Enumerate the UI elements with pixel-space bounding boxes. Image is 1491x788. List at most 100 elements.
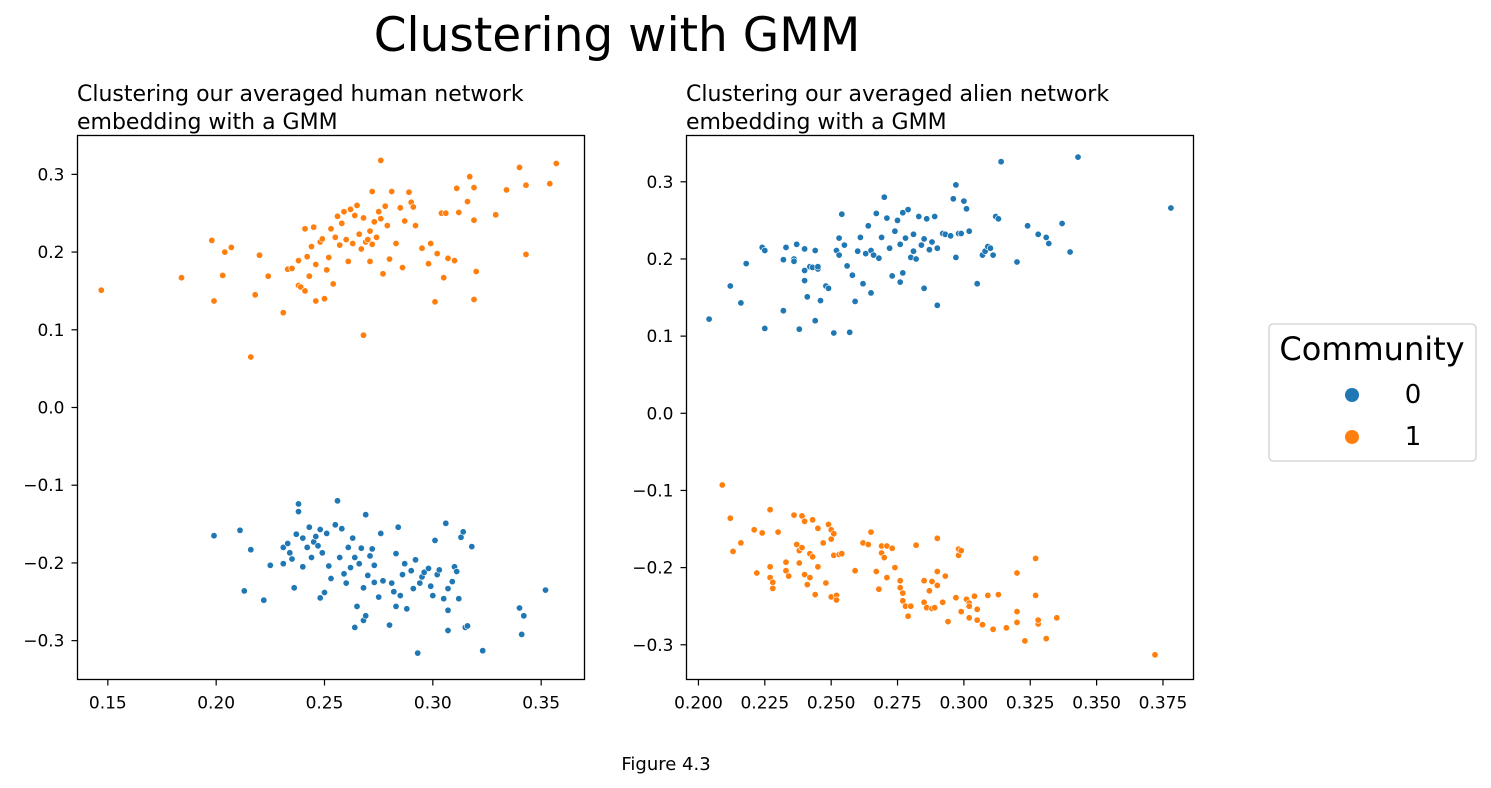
- scatter-point-community-1: [984, 591, 992, 599]
- scatter-point-community-0: [705, 315, 713, 323]
- scatter-point-community-0: [957, 230, 965, 238]
- scatter-point-community-0: [444, 626, 452, 634]
- scatter-point-community-0: [440, 595, 448, 603]
- scatter-point-community-0: [305, 523, 313, 531]
- scatter-point-community-0: [880, 193, 888, 201]
- scatter-point-community-0: [320, 588, 328, 596]
- human-panel-title-line2: embedding with a GMM: [77, 110, 338, 135]
- scatter-point-community-1: [809, 516, 817, 524]
- scatter-point-community-1: [933, 534, 941, 542]
- y-tick-label: 0.1: [37, 321, 64, 341]
- scatter-point-community-0: [846, 328, 854, 336]
- scatter-point-community-1: [372, 233, 380, 241]
- scatter-point-community-1: [875, 585, 883, 593]
- scatter-point-community-0: [896, 240, 904, 248]
- scatter-point-community-0: [424, 564, 432, 572]
- scatter-point-community-1: [801, 571, 809, 579]
- scatter-point-community-0: [401, 560, 409, 568]
- scatter-point-community-1: [396, 204, 404, 212]
- scatter-point-community-1: [383, 222, 391, 230]
- scatter-point-community-0: [1024, 222, 1032, 230]
- y-tick-label: 0.0: [646, 404, 673, 424]
- scatter-point-community-0: [349, 534, 357, 542]
- scatter-point-community-0: [370, 561, 378, 569]
- scatter-point-community-0: [779, 256, 787, 264]
- scatter-point-community-1: [941, 572, 949, 580]
- scatter-point-community-1: [750, 526, 758, 534]
- scatter-point-community-0: [790, 257, 798, 265]
- scatter-point-community-1: [978, 621, 986, 629]
- scatter-point-community-1: [398, 264, 406, 272]
- scatter-point-community-1: [453, 184, 461, 192]
- scatter-point-community-0: [854, 247, 862, 255]
- x-tick-label: 0.375: [1139, 694, 1188, 714]
- scatter-point-community-1: [785, 572, 793, 580]
- scatter-point-community-0: [266, 561, 274, 569]
- scatter-point-community-0: [864, 222, 872, 230]
- scatter-point-community-0: [878, 233, 886, 241]
- scatter-point-community-0: [353, 602, 361, 610]
- scatter-point-community-1: [1032, 591, 1040, 599]
- scatter-point-community-1: [336, 241, 344, 249]
- scatter-point-community-1: [405, 188, 413, 196]
- scatter-point-community-1: [279, 309, 287, 317]
- scatter-point-community-1: [798, 544, 806, 552]
- alien-points: [705, 153, 1175, 659]
- scatter-point-community-0: [366, 552, 374, 560]
- scatter-point-community-0: [986, 244, 994, 252]
- scatter-point-community-0: [994, 215, 1002, 223]
- scatter-point-community-1: [766, 506, 774, 514]
- scatter-point-community-1: [830, 530, 838, 538]
- x-tick-label: 0.350: [1072, 694, 1121, 714]
- scatter-point-community-0: [761, 247, 769, 255]
- figure-caption: Figure 4.3: [621, 754, 710, 775]
- scatter-point-community-0: [795, 325, 803, 333]
- scatter-point-community-1: [904, 612, 912, 620]
- scatter-point-community-0: [247, 546, 255, 554]
- scatter-point-community-1: [472, 267, 480, 275]
- scatter-point-community-1: [832, 596, 840, 604]
- scatter-point-community-1: [851, 567, 859, 575]
- scatter-point-community-0: [279, 543, 287, 551]
- scatter-point-community-0: [346, 564, 354, 572]
- scatter-point-community-0: [307, 553, 315, 561]
- x-tick-label: 0.15: [89, 694, 127, 714]
- scatter-point-community-1: [944, 618, 952, 626]
- scatter-point-community-1: [327, 225, 335, 233]
- scatter-point-community-0: [912, 255, 920, 263]
- scatter-point-community-1: [364, 236, 372, 244]
- scatter-point-community-1: [411, 222, 419, 230]
- scatter-point-community-1: [1013, 569, 1021, 577]
- scatter-point-community-1: [440, 274, 448, 282]
- scatter-point-community-1: [338, 219, 346, 227]
- scatter-point-community-1: [210, 297, 218, 305]
- scatter-point-community-1: [814, 524, 822, 532]
- scatter-point-community-0: [392, 602, 400, 610]
- scatter-point-community-1: [1042, 635, 1050, 643]
- scatter-point-community-0: [396, 592, 404, 600]
- scatter-point-community-0: [801, 245, 809, 253]
- scatter-point-community-0: [824, 284, 832, 292]
- scatter-point-community-1: [377, 156, 385, 164]
- scatter-point-community-1: [891, 564, 899, 572]
- figure-title: Clustering with GMM: [374, 8, 861, 63]
- scatter-point-community-1: [912, 541, 920, 549]
- scatter-point-community-0: [1066, 248, 1074, 256]
- scatter-point-community-1: [401, 217, 409, 225]
- scatter-point-community-0: [368, 545, 376, 553]
- scatter-point-community-0: [323, 529, 331, 537]
- scatter-point-community-0: [904, 206, 912, 214]
- scatter-point-community-0: [838, 210, 846, 218]
- scatter-point-community-0: [385, 621, 393, 629]
- x-tick-label: 0.250: [807, 694, 856, 714]
- y-tick-label: −0.2: [23, 554, 64, 574]
- scatter-point-community-0: [965, 227, 973, 235]
- scatter-point-community-1: [933, 581, 941, 589]
- scatter-point-community-1: [1034, 616, 1042, 624]
- scatter-point-community-1: [809, 553, 817, 561]
- scatter-point-community-1: [305, 272, 313, 280]
- scatter-point-community-0: [299, 534, 307, 542]
- scatter-point-community-1: [353, 201, 361, 209]
- scatter-point-community-0: [835, 234, 843, 242]
- scatter-point-community-0: [479, 647, 487, 655]
